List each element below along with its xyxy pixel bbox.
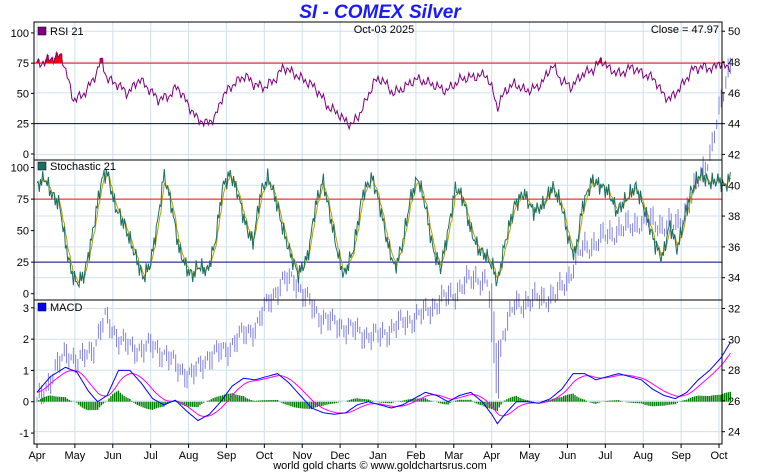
date-label: Oct-03 2025 [354,24,415,36]
x-tick-label: Apr [28,450,45,462]
x-tick-label: Apr [483,450,500,462]
x-tick-label: Oct [256,450,273,462]
x-tick-label: May [64,450,85,462]
x-tick-label: Feb [406,450,425,462]
price-tick-label: 24 [728,427,740,439]
macd-line [36,342,731,425]
macd-tick-label: -1 [19,428,29,440]
chart-title: SI - COMEX Silver [299,2,461,23]
rsi-line [36,50,731,131]
price-tick-label: 38 [728,211,740,223]
rsi-tick-label: 75 [17,58,29,70]
rsi-tick-label: 25 [17,119,29,131]
stoch-tick-label: 25 [17,257,29,269]
macd-tick-label: 0 [23,397,29,409]
stoch-legend-swatch [37,161,47,171]
stoch-tick-label: 75 [17,194,29,206]
macd-tick-label: 2 [23,334,29,346]
x-tick-label: Nov [292,450,312,462]
macd-tick-label: 3 [23,303,29,315]
x-tick-label: Jan [369,450,387,462]
x-tick-label: Sep [671,450,691,462]
price-tick-label: 28 [728,365,740,377]
x-tick-label: Dec [330,450,350,462]
stoch-tick-label: 100 [11,163,29,175]
macd-legend-swatch [37,302,47,312]
footer-credit: world gold charts © www.goldchartsrus.co… [273,460,487,472]
price-tick-label: 44 [728,119,740,131]
macd-legend-label: MACD [50,302,82,314]
rsi-tick-label: 0 [23,149,29,161]
stoch-k-line [36,167,731,289]
x-tick-label: Mar [444,450,463,462]
x-tick-label: Jun [104,450,122,462]
x-tick-label: Aug [179,450,199,462]
stoch-legend-label: Stochastic 21 [50,161,116,173]
price-tick-label: 32 [728,303,740,315]
close-label: Close = 47.97 [651,24,719,36]
stoch-tick-label: 0 [23,289,29,301]
x-tick-label: May [519,450,540,462]
rsi-tick-label: 100 [11,28,29,40]
price-tick-label: 30 [728,334,740,346]
x-tick-label: Jul [144,450,158,462]
x-tick-label: Oct [710,450,727,462]
x-tick-label: Jun [559,450,577,462]
price-tick-label: 46 [728,88,740,100]
stoch-tick-label: 50 [17,226,29,238]
price-tick-label: 34 [728,273,740,285]
x-tick-label: Aug [633,450,653,462]
price-tick-label: 40 [728,180,740,192]
x-tick-label: Jul [598,450,612,462]
price-tick-label: 48 [728,57,740,69]
x-tick-label: Sep [217,450,237,462]
rsi-tick-label: 50 [17,88,29,100]
macd-signal-line [36,352,731,417]
macd-tick-label: 1 [23,365,29,377]
price-tick-label: 36 [728,242,740,254]
price-tick-label: 50 [728,26,740,38]
rsi-legend-swatch [37,26,47,36]
rsi-legend-label: RSI 21 [50,26,84,38]
price-tick-label: 26 [728,396,740,408]
price-tick-label: 42 [728,149,740,161]
